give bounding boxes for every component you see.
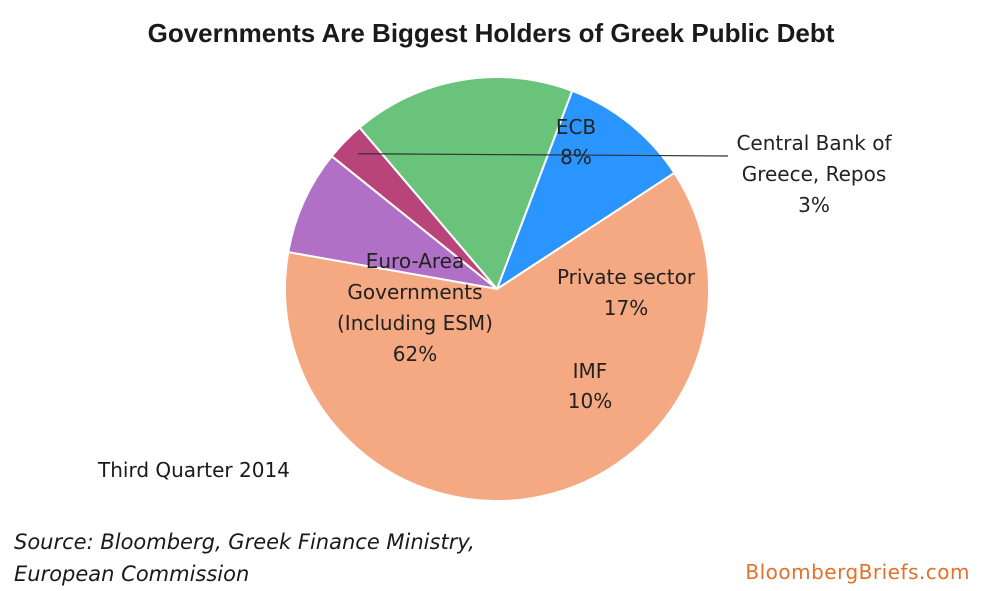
source-line-2: European Commission (14, 562, 250, 586)
slice-percent-label: 62% (393, 342, 437, 366)
pie-slice (287, 154, 498, 290)
slice-name-label: Private sector (557, 265, 696, 289)
slice-name-label: IMF (573, 359, 608, 383)
slice-name-label: ECB (556, 115, 596, 139)
pie-slice (358, 76, 574, 291)
pie-slice (284, 171, 710, 502)
period-note: Third Quarter 2014 (98, 458, 290, 482)
pie-slices (284, 76, 710, 502)
slice-name-label: Euro-Area (366, 249, 465, 273)
source-note: Source: Bloomberg, Greek Finance Ministr… (14, 526, 475, 590)
slice-percent-label: 17% (604, 296, 648, 320)
slice-percent-label: 10% (568, 389, 612, 413)
slice-name-label: Greece, Repos (742, 162, 887, 186)
brand-logo: BloombergBriefs.com (745, 560, 970, 584)
slice-name-label: Central Bank of (736, 131, 892, 155)
source-line-1: Source: Bloomberg, Greek Finance Ministr… (14, 530, 475, 554)
slice-name-label: (Including ESM) (337, 311, 493, 335)
pie-labels: ECB 8% Central Bank of Greece, Repos 3% Priva… (337, 115, 892, 413)
slice-percent-label: 3% (798, 193, 830, 217)
pie-slice (494, 89, 676, 292)
chart-title: Governments Are Biggest Holders of Greek… (147, 18, 835, 48)
slice-name-label: Governments (347, 280, 482, 304)
slice-percent-label: 8% (560, 145, 592, 169)
leader-line (357, 153, 729, 157)
